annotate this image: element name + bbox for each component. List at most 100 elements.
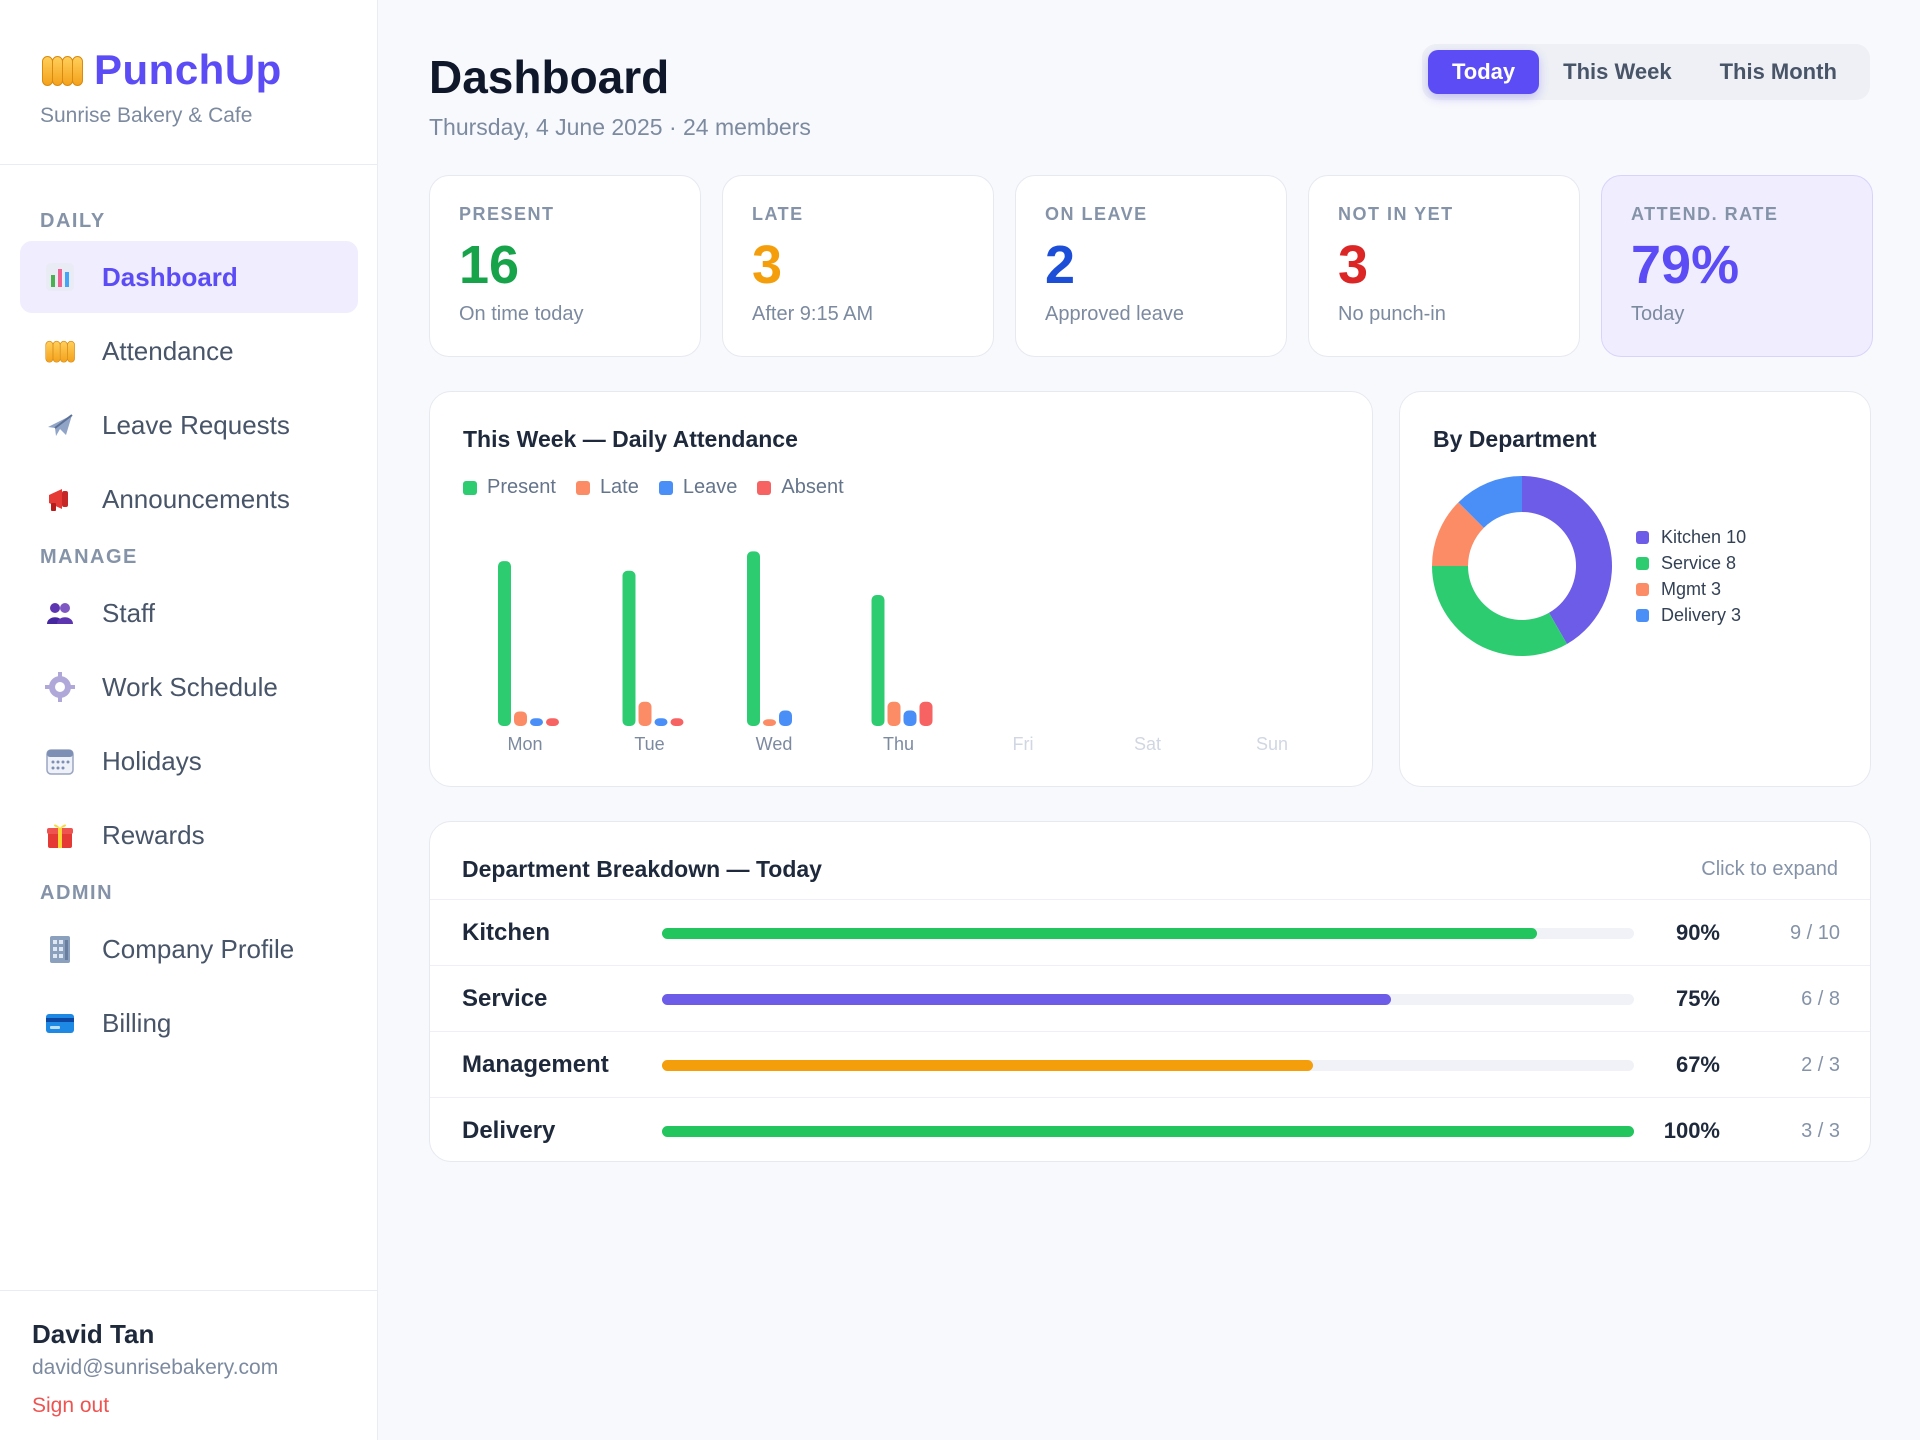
legend-label: Present <box>487 476 556 498</box>
legend-item-present: Present <box>463 476 556 499</box>
gift-icon <box>44 819 76 851</box>
chart-icon <box>44 261 76 293</box>
bar-late-thu <box>887 701 901 726</box>
progress-fill <box>662 928 1537 939</box>
legend-label: Kitchen 10 <box>1661 526 1747 547</box>
legend-label: Mgmt 3 <box>1661 578 1722 599</box>
legend-swatch <box>1636 582 1649 596</box>
progress-fill <box>662 1126 1634 1137</box>
department-legend: Kitchen 10 Service 8 Mgmt 3 Delivery 3 <box>1636 524 1746 628</box>
legend-swatch <box>463 480 477 495</box>
bar-late-mon <box>514 711 527 726</box>
date-range-toggle: Today This Week This Month <box>1422 44 1870 100</box>
sidebar-nav: DAILY Dashboard Attendance Leave Requests An… <box>0 165 377 1059</box>
sidebar-item-label: Attendance <box>102 335 234 366</box>
kpi-label: NOT IN YET <box>1338 204 1454 224</box>
sidebar-item-billing[interactable]: Billing <box>20 987 358 1059</box>
progress-track <box>662 928 1634 939</box>
legend-label: Service 8 <box>1661 552 1737 573</box>
department-percent: 75% <box>1675 986 1720 1011</box>
bar-present-tue <box>622 570 636 726</box>
range-this-week-button[interactable]: This Week <box>1563 59 1672 84</box>
department-name: Delivery <box>462 1117 556 1144</box>
progress-track <box>662 994 1634 1005</box>
weekly-chart-legend: Present Late Leave Absent <box>463 476 864 499</box>
sidebar-item-label: Staff <box>102 597 156 628</box>
sidebar-item-leave-requests[interactable]: Leave Requests <box>20 389 358 461</box>
department-count: 2 / 3 <box>1801 1054 1840 1076</box>
nav-section-manage: MANAGE <box>40 546 138 568</box>
sidebar-item-work-schedule[interactable]: Work Schedule <box>20 651 358 723</box>
donut-slice-delivery <box>1458 476 1522 528</box>
calendar-icon <box>44 745 76 777</box>
bar-present-mon <box>498 561 511 726</box>
donut-legend-item-mgmt: Mgmt 3 <box>1636 576 1746 602</box>
kpi-value: 16 <box>459 235 520 295</box>
bar-present-thu <box>871 595 885 726</box>
legend-swatch <box>1636 530 1649 544</box>
department-name: Management <box>462 1051 609 1078</box>
donut-slice-kitchen <box>1522 476 1612 644</box>
kpi-note: After 9:15 AM <box>752 303 874 325</box>
donut-slice-service <box>1432 566 1567 656</box>
nav-section-admin: ADMIN <box>40 882 114 904</box>
breakdown-row-kitchen[interactable]: Kitchen 90% 9 / 10 <box>430 899 1870 965</box>
expand-link[interactable]: Click to expand <box>1701 858 1838 880</box>
breakdown-row-management[interactable]: Management 67% 2 / 3 <box>430 1031 1870 1097</box>
x-tick-label: Wed <box>756 734 793 754</box>
progress-track <box>662 1126 1634 1137</box>
airplane-icon <box>44 409 76 441</box>
progress-track <box>662 1060 1634 1071</box>
sidebar-item-attendance[interactable]: Attendance <box>20 315 358 387</box>
user-email: david@sunrisebakery.com <box>32 1356 279 1379</box>
nav-section-daily: DAILY <box>40 210 106 232</box>
sidebar-item-rewards[interactable]: Rewards <box>20 799 358 871</box>
bar-late-wed <box>763 719 776 726</box>
company-name: Sunrise Bakery & Cafe <box>40 104 253 127</box>
progress-fill <box>662 994 1391 1005</box>
sidebar-item-staff[interactable]: Staff <box>20 577 358 649</box>
sidebar-item-label: Rewards <box>102 819 205 850</box>
sign-out-link[interactable]: Sign out <box>32 1394 110 1417</box>
sidebar-item-label: Billing <box>102 1007 172 1038</box>
kpi-value: 2 <box>1045 235 1076 295</box>
x-tick-label: Mon <box>507 734 542 754</box>
department-breakdown-panel[interactable]: Department Breakdown — Today Click to ex… <box>429 821 1871 1162</box>
x-tick-label: Thu <box>883 734 914 754</box>
kpi-label: PRESENT <box>459 204 555 224</box>
range-this-month-button[interactable]: This Month <box>1719 59 1837 84</box>
page-title: Dashboard <box>429 51 670 103</box>
kpi-card-not-in-yet: NOT IN YET 3 No punch-in <box>1308 175 1580 357</box>
weekly-attendance-chart: Mon Tue Wed Thu Fri Sat Sun <box>498 551 1288 754</box>
department-count: 9 / 10 <box>1789 922 1840 944</box>
legend-label: Late <box>599 476 639 498</box>
department-name: Service <box>462 985 548 1012</box>
fist-icon <box>40 52 84 88</box>
x-tick-label: Sat <box>1134 734 1161 754</box>
donut-legend-item-delivery: Delivery 3 <box>1636 602 1746 628</box>
legend-item-late: Late <box>575 476 639 499</box>
department-count: 3 / 3 <box>1801 1120 1840 1142</box>
sidebar-item-holidays[interactable]: Holidays <box>20 725 358 797</box>
progress-fill <box>662 1060 1314 1071</box>
sidebar: PunchUp Sunrise Bakery & Cafe DAILY Dashb… <box>0 0 378 1440</box>
bar-absent-tue <box>670 718 684 726</box>
sidebar-item-label: Company Profile <box>102 933 295 964</box>
department-percent: 67% <box>1675 1052 1720 1077</box>
kpi-card-on-leave: ON LEAVE 2 Approved leave <box>1015 175 1287 357</box>
department-percent: 100% <box>1663 1118 1720 1143</box>
legend-item-absent: Absent <box>757 476 844 499</box>
legend-swatch <box>575 480 590 495</box>
kpi-note: Today <box>1631 303 1685 325</box>
range-today-button[interactable]: Today <box>1428 50 1540 94</box>
breakdown-title: Department Breakdown — Today <box>462 856 822 882</box>
sidebar-item-announcements[interactable]: Announcements <box>20 463 358 535</box>
donut-legend-item-kitchen: Kitchen 10 <box>1636 524 1746 550</box>
sidebar-item-company-profile[interactable]: Company Profile <box>20 913 358 985</box>
sidebar-item-dashboard[interactable]: Dashboard <box>20 241 358 313</box>
gear-icon <box>44 671 76 703</box>
department-panel: By Department Kitchen 10 Service 8 Mgmt … <box>1399 391 1871 787</box>
kpi-card-present: PRESENT 16 On time today <box>429 175 701 357</box>
breakdown-row-service[interactable]: Service 75% 6 / 8 <box>430 965 1870 1031</box>
breakdown-row-delivery[interactable]: Delivery 100% 3 / 3 <box>430 1097 1870 1161</box>
